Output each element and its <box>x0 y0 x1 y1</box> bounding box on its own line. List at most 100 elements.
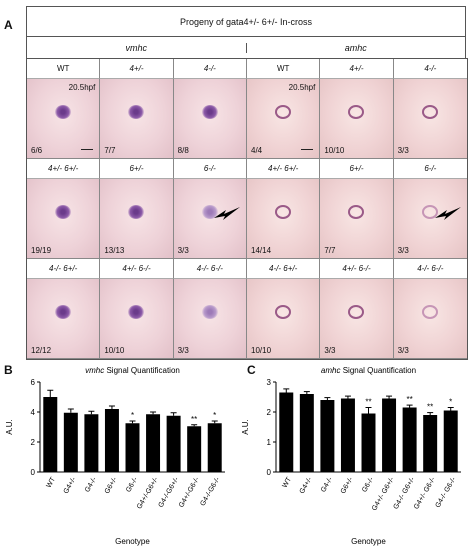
bar <box>187 426 202 472</box>
bar <box>146 414 161 472</box>
embryo-count: 12/12 <box>31 346 52 355</box>
x-tick-label: G6-/- <box>361 476 375 494</box>
y-tick-label: 2 <box>31 438 36 447</box>
x-tick-label: G4-/-G6-/- <box>199 476 221 508</box>
embryo-count: 3/3 <box>177 346 189 355</box>
genotype-label: WT <box>247 59 321 79</box>
bar <box>104 409 119 472</box>
vmhc-embryo-image: 3/3 <box>173 279 247 359</box>
embryo-count: 3/3 <box>324 346 336 355</box>
y-tick-label: 6 <box>31 378 36 387</box>
genotype-label: 4+/- 6-/- <box>320 259 394 279</box>
panel-c-letter: C <box>247 363 256 377</box>
panel-a-title-text: Progeny of gata4+/- 6+/- In-cross <box>179 17 313 27</box>
genotype-label: 4+/- <box>100 59 174 79</box>
embryo-count: 10/10 <box>104 346 125 355</box>
x-tick-label: G4+/- <box>63 476 78 495</box>
x-tick-label: G6+/- <box>340 476 355 495</box>
embryo-count: 4/4 <box>251 146 263 155</box>
gene-group-header: vmhc amhc <box>26 36 466 59</box>
x-tick-label: G6-/- <box>125 476 139 494</box>
significance-marker: * <box>213 411 216 420</box>
embryo-count: 6/6 <box>31 146 43 155</box>
cardiac-stain-spot <box>201 105 218 120</box>
genotype-label: 4-/- 6+/- <box>27 259 101 279</box>
x-tick-label: G4-/- G6-/- <box>435 476 458 509</box>
bar <box>423 415 438 472</box>
amhc-embryo-image: 14/14 <box>247 179 321 259</box>
significance-marker: ** <box>191 415 197 424</box>
genotype-label: 6+/- <box>320 159 394 179</box>
significance-marker: * <box>449 398 452 407</box>
genotype-label: 4-/- 6-/- <box>173 259 247 279</box>
arrow-icon <box>214 207 240 220</box>
genotype-label: 4+/- 6+/- <box>27 159 101 179</box>
cardiac-stain-spot <box>422 305 439 320</box>
y-tick-label: 2 <box>267 408 272 417</box>
significance-marker: * <box>131 411 134 420</box>
x-tick-label: G4-/- <box>84 476 98 494</box>
vmhc-embryo-image: 12/12 <box>27 279 101 359</box>
y-tick-label: 0 <box>267 468 272 477</box>
x-tick-label: G4-/- <box>320 476 334 494</box>
x-axis-label: Genotype <box>115 537 150 546</box>
embryo-count: 8/8 <box>177 146 189 155</box>
genotype-label: 4+/- <box>320 59 394 79</box>
chart-title: amhc Signal Quantification <box>321 366 416 375</box>
y-tick-label: 0 <box>31 468 36 477</box>
bar <box>279 392 294 472</box>
bar <box>299 394 314 472</box>
genotype-label: 6-/- <box>393 159 467 179</box>
embryo-count: 3/3 <box>397 246 409 255</box>
genotype-label: 6+/- <box>100 159 174 179</box>
x-tick-label: WT <box>282 476 294 490</box>
embryo-image-grid: WT 4+/- 4-/- WT 4+/- 4-/- 6/6 20.5hpf 7/7 8/8 4/4 2… <box>26 58 468 360</box>
embryo-count: 3/3 <box>397 346 409 355</box>
embryo-count: 19/19 <box>31 246 52 255</box>
amhc-embryo-image: 10/10 <box>247 279 321 359</box>
bar <box>63 412 78 472</box>
amhc-embryo-image: 4/4 20.5hpf <box>247 79 321 159</box>
cardiac-stain-spot <box>128 105 145 120</box>
embryo-count: 3/3 <box>397 146 409 155</box>
group-amhc-label: amhc <box>344 43 367 53</box>
genotype-label: 4-/- <box>393 59 467 79</box>
y-axis-label: A.U. <box>5 419 14 435</box>
panel-a-figure: Progeny of gata4+/- 6+/- In-cross vmhc a… <box>26 6 468 360</box>
bar <box>443 410 458 472</box>
embryo-count: 10/10 <box>251 346 272 355</box>
bar <box>382 398 397 472</box>
group-vmhc-label: vmhc <box>27 43 247 53</box>
panel-a-title: Progeny of gata4+/- 6+/- In-cross <box>26 6 466 37</box>
bar <box>207 423 222 472</box>
vmhc-embryo-image: 10/10 <box>100 279 174 359</box>
genotype-label: 4+/- 6-/- <box>100 259 174 279</box>
amhc-embryo-image: 7/7 <box>320 179 394 259</box>
genotype-label: 4-/- <box>173 59 247 79</box>
vmhc-embryo-image: 8/8 <box>173 79 247 159</box>
amhc-embryo-image: 3/3 <box>393 279 467 359</box>
x-tick-label: G4-/-G6+/- <box>157 476 180 509</box>
x-tick-label: G6+/- <box>104 476 119 495</box>
cardiac-stain-spot <box>201 305 218 320</box>
y-tick-label: 1 <box>267 438 272 447</box>
amhc-embryo-image: 3/3 <box>393 179 467 259</box>
amhc-embryo-image: 3/3 <box>320 279 394 359</box>
cardiac-stain-spot <box>55 305 72 320</box>
embryo-count: 13/13 <box>104 246 125 255</box>
bar <box>84 414 99 472</box>
vmhc-embryo-image: 3/3 <box>173 179 247 259</box>
embryo-count: 3/3 <box>177 246 189 255</box>
vmhc-embryo-image: 7/7 <box>100 79 174 159</box>
vmhc-bar-chart: vmhc Signal Quantification 0 2 4 6 A.U. WT G4+/… <box>5 366 225 546</box>
x-axis-label: Genotype <box>351 537 386 546</box>
vmhc-embryo-image: 13/13 <box>100 179 174 259</box>
stage-label: 20.5hpf <box>68 83 96 92</box>
cardiac-stain-spot <box>275 305 292 320</box>
y-axis-label: A.U. <box>241 419 250 435</box>
embryo-count: 7/7 <box>324 246 336 255</box>
cardiac-stain-spot <box>348 305 365 320</box>
vmhc-embryo-image: 19/19 <box>27 179 101 259</box>
embryo-count: 10/10 <box>324 146 345 155</box>
cardiac-stain-spot <box>128 205 145 220</box>
